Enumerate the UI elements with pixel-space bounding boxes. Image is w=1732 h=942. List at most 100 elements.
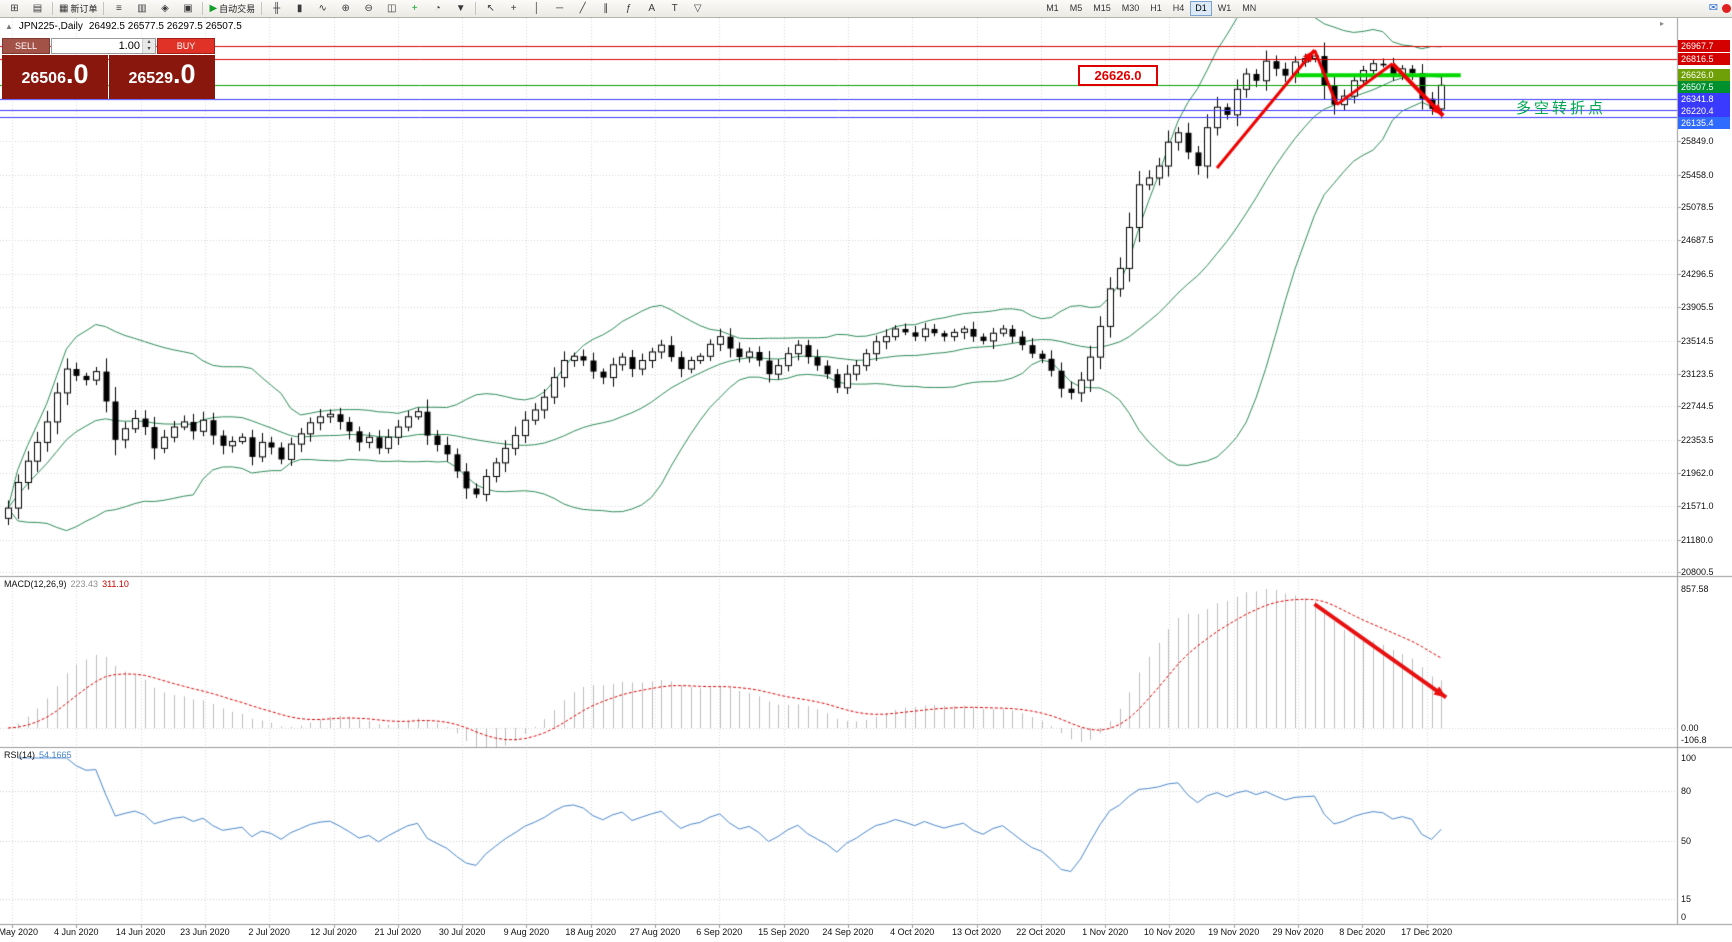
arrows-tool-icon: ▽ [693, 2, 702, 14]
crosshair-tool-button[interactable]: + [502, 0, 525, 17]
date-axis-label: 23 Jun 2020 [180, 927, 230, 937]
new-order-button[interactable]: ▦ 新订单 [56, 0, 100, 17]
date-axis-label: 21 Jul 2020 [374, 927, 422, 937]
community-button[interactable]: ✉ [1708, 2, 1718, 14]
toolbar-separator [202, 2, 204, 15]
macd-name: MACD(12,26,9) [4, 579, 67, 589]
chart-shift-marker[interactable]: ▸ [1660, 19, 1665, 28]
date-axis-label: 30 Jul 2020 [438, 927, 486, 937]
price-level-callout[interactable]: 26626.0 [1078, 65, 1158, 86]
timeframe-m15[interactable]: M15 [1093, 3, 1111, 13]
market-watch-icon: ≡ [116, 2, 122, 14]
cursor-tool-button[interactable]: ↖ [479, 0, 502, 17]
candlestick-chart-button[interactable]: ▮ [288, 0, 311, 17]
date-axis-label: 24 Sep 2020 [822, 927, 874, 937]
timeframe-m30[interactable]: M30 [1121, 3, 1140, 13]
tile-windows-button[interactable]: ◫ [380, 0, 403, 17]
navigator-button[interactable]: ◈ [153, 0, 176, 17]
price-scale-value: 23905.5 [1681, 302, 1714, 313]
navigator-icon: ◈ [161, 2, 169, 14]
symbol-ohlc-values: 26492.5 26577.5 26297.5 26507.5 [88, 21, 242, 32]
buy-price-fraction: .0 [172, 59, 196, 89]
indicators-button[interactable]: + [403, 0, 426, 17]
volume-input[interactable] [52, 39, 142, 53]
timeframe-h1[interactable]: H1 [1150, 3, 1162, 13]
timeframe-m5[interactable]: M5 [1069, 3, 1083, 13]
zoom-in-icon: ⊕ [341, 2, 350, 14]
date-axis-label: 10 Nov 2020 [1143, 927, 1195, 937]
buy-price-box[interactable]: 26529.0 [109, 55, 215, 99]
price-line-tag[interactable]: 26341.8 [1678, 93, 1730, 106]
price-line-tag[interactable]: 26507.5 [1678, 81, 1730, 94]
toolbar-right-icons: ✉ [1709, 3, 1732, 14]
one-click-panel-toggle-icon[interactable]: ▲ [5, 22, 13, 31]
data-window-button[interactable]: ▥ [130, 0, 153, 17]
date-axis-label: 22 Oct 2020 [1016, 927, 1066, 937]
templates-button[interactable]: ▼ [449, 0, 472, 17]
zoom-in-button[interactable]: ⊕ [334, 0, 357, 17]
price-scale-value: 23514.5 [1681, 335, 1714, 346]
date-axis-label: 14 Jun 2020 [115, 927, 166, 937]
timeframe-m1[interactable]: M1 [1046, 3, 1059, 13]
market-watch-button[interactable]: ≡ [107, 0, 130, 17]
new-chart-button[interactable]: ⊞ [3, 0, 26, 17]
macd-signal-value: 311.10 [102, 579, 129, 589]
profiles-button[interactable]: ▤ [26, 0, 49, 17]
bar-chart-button[interactable]: ╫ [265, 0, 288, 17]
zoom-out-button[interactable]: ⊖ [357, 0, 380, 17]
vertical-line-tool-button[interactable]: │ [525, 0, 548, 17]
cursor-tool-icon: ↖ [486, 2, 495, 14]
date-axis-label: 18 Aug 2020 [565, 927, 616, 937]
trendline-tool-button[interactable]: ╱ [571, 0, 594, 17]
timeframe-mn[interactable]: MN [1242, 3, 1257, 13]
price-scale-value: 20800.5 [1681, 567, 1714, 577]
sell-price-fraction: .0 [65, 59, 89, 89]
price-line-tag[interactable]: 26135.4 [1678, 117, 1730, 130]
date-axis-label: 19 Nov 2020 [1208, 927, 1260, 937]
horizontal-line-tool-icon: ─ [556, 2, 564, 14]
timeframe-w1[interactable]: W1 [1217, 3, 1232, 13]
periods-button[interactable]: ◔ [426, 0, 449, 17]
price-chart-canvas[interactable] [0, 18, 1732, 942]
candlestick-chart-icon: ▮ [296, 2, 303, 14]
price-scale-value: 24296.5 [1681, 268, 1714, 279]
toolbar-separator [52, 2, 53, 15]
toolbar-separator [103, 2, 105, 15]
text-tool-button[interactable]: A [640, 0, 663, 17]
new-order-button-label: 新订单 [70, 4, 98, 14]
timeframe-group: M1 M5 M15 M30 H1 H4 D1 W1 MN [1041, 1, 1261, 16]
macd-scale-value: -106.8 [1681, 735, 1707, 745]
timeframe-h4[interactable]: H4 [1172, 3, 1185, 13]
price-line-tag[interactable]: 26967.7 [1678, 40, 1730, 52]
tile-windows-icon: ◫ [386, 2, 397, 14]
arrows-tool-button[interactable]: ▽ [686, 0, 709, 17]
horizontal-line-tool-button[interactable]: ─ [548, 0, 571, 17]
price-line-tag[interactable]: 26626.0 [1678, 69, 1730, 82]
buy-button[interactable]: BUY [157, 38, 215, 54]
indicators-icon: + [411, 2, 418, 14]
new-chart-icon: ⊞ [10, 2, 19, 14]
channel-tool-button[interactable]: ∥ [594, 0, 617, 17]
notification-badge[interactable] [1722, 4, 1731, 13]
fibonacci-tool-button[interactable]: ƒ [617, 0, 640, 17]
price-line-tag[interactable]: 26816.5 [1678, 52, 1730, 65]
price-scale-value: 22744.5 [1681, 401, 1714, 412]
line-chart-button[interactable]: ∿ [311, 0, 334, 17]
terminal-button[interactable]: ▣ [176, 0, 199, 17]
auto-trading-button-label: 自动交易 [219, 4, 256, 14]
date-axis-label: 15 Sep 2020 [758, 927, 810, 937]
volume-increase-button[interactable]: ▴ [143, 39, 155, 46]
terminal-icon: ▣ [183, 2, 193, 14]
main-toolbar: ⊞ ▤ ▦ 新订单 ≡ ▥ ◈ ▣ ▶ 自动交易 ╫ ▮ ∿ ⊕ ⊖ ◫ + ◔ ▼ ↖ + │ ─ ╱ ∥ ƒ A T ▽ M1 M5 M1… [0, 0, 1732, 18]
volume-decrease-button[interactable]: ▾ [143, 46, 155, 53]
sell-button[interactable]: SELL [2, 38, 50, 54]
price-scale-value: 21962.0 [1681, 467, 1714, 478]
turning-point-note[interactable]: 多空转折点 [1516, 100, 1607, 117]
sell-price-box[interactable]: 26506.0 [2, 55, 108, 99]
price-line-tag[interactable]: 26220.4 [1678, 105, 1730, 118]
auto-trading-button[interactable]: ▶ 自动交易 [206, 0, 258, 17]
label-tool-button[interactable]: T [663, 0, 686, 17]
rsi-scale-value: 80 [1681, 786, 1692, 797]
timeframe-d1[interactable]: D1 [1190, 1, 1212, 16]
rsi-value: 54.1665 [39, 750, 72, 760]
